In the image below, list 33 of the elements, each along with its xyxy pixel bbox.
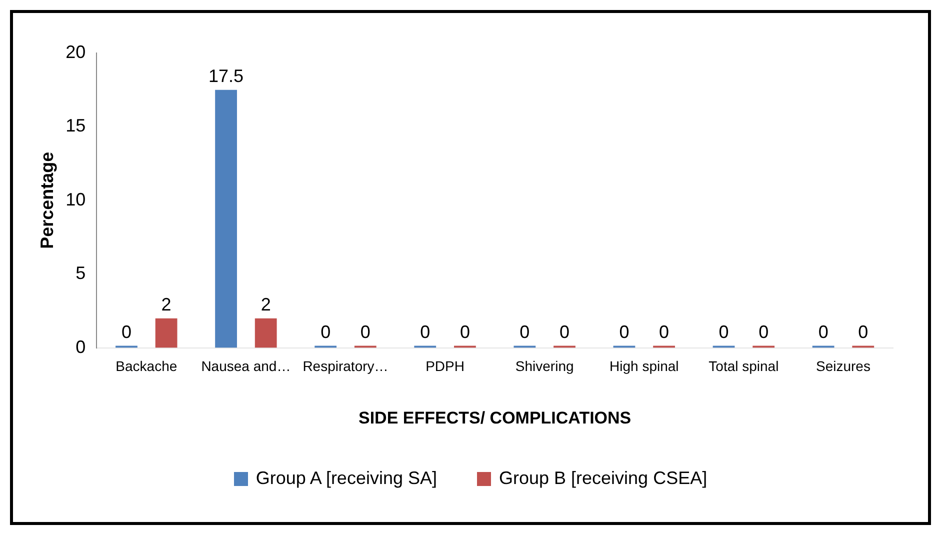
legend-label: Group B [receiving CSEA] <box>499 468 708 489</box>
data-label: 2 <box>260 294 271 314</box>
data-label: 0 <box>758 322 769 342</box>
data-label: 2 <box>161 294 172 314</box>
x-tick-label: Total spinal <box>708 358 779 374</box>
data-label: 0 <box>320 322 331 342</box>
y-axis-title: Percentage <box>36 152 57 249</box>
y-tick-label: 20 <box>66 42 86 62</box>
data-label: 0 <box>420 322 430 342</box>
x-tick-label: PDPH <box>426 358 464 374</box>
data-label: 0 <box>619 322 630 342</box>
x-tick-label: Seizures <box>816 358 870 374</box>
y-tick-label: 5 <box>76 263 86 284</box>
data-label: 0 <box>858 322 868 342</box>
x-tick-label: Shivering <box>515 358 574 374</box>
y-tick-label: 15 <box>66 116 86 136</box>
data-label: 0 <box>460 322 470 342</box>
y-tick-label: 10 <box>66 189 86 210</box>
data-label: 0 <box>121 322 132 342</box>
data-label: 0 <box>559 322 570 342</box>
data-label: 17.5 <box>208 66 244 86</box>
x-tick-label: Nausea and… <box>201 358 291 374</box>
data-label: 0 <box>360 322 370 342</box>
data-label: 0 <box>718 322 729 342</box>
data-label: 0 <box>818 322 828 342</box>
y-tick-label: 0 <box>76 336 86 357</box>
legend-label: Group A [receiving SA] <box>256 468 437 489</box>
x-tick-label: Respiratory… <box>302 358 388 374</box>
x-tick-label: High spinal <box>610 358 679 374</box>
data-label: 0 <box>659 322 670 342</box>
data-label: 0 <box>520 322 530 342</box>
x-axis-title: SIDE EFFECTS/ COMPLICATIONS <box>358 408 632 428</box>
x-tick-label: Backache <box>116 358 178 374</box>
